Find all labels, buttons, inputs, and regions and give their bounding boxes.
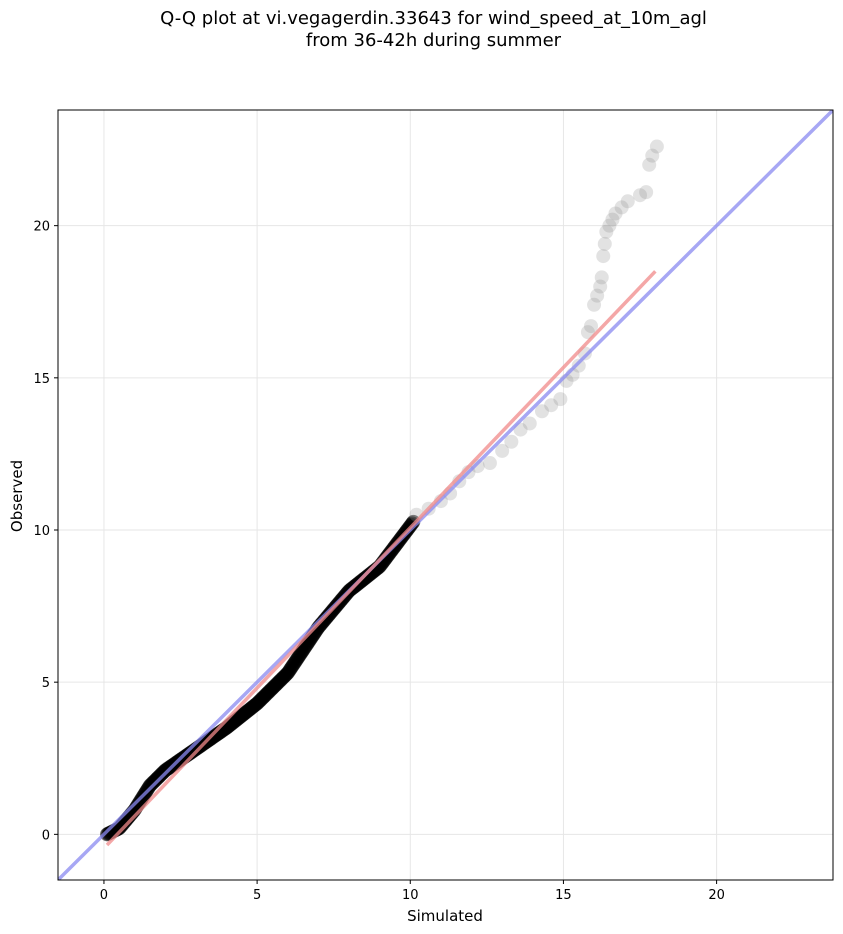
y-tick-label: 10 [33,524,50,539]
qq-point [596,249,611,264]
qq-point [649,139,664,154]
qq-point [605,212,620,227]
qq-point [593,279,608,294]
qq-point [620,194,635,209]
y-tick-label: 0 [42,828,50,843]
qq-point [584,319,599,334]
x-tick-label: 15 [555,888,572,903]
qq-point [571,358,586,373]
qq-point [534,404,549,419]
qq-point [645,148,660,163]
qq-point [522,416,537,431]
qq-point [504,434,519,449]
x-tick-label: 10 [402,888,419,903]
qq-point [633,188,648,203]
identity-line [58,110,833,880]
x-tick-label: 20 [708,888,725,903]
plot-frame [57,109,834,881]
qq-point [602,218,617,233]
y-tick-label: 20 [33,220,50,235]
qq-point [642,157,657,172]
qq-point [597,236,612,251]
grid-lines [58,110,833,880]
qq-point [544,398,559,413]
qq-point [495,443,510,458]
qq-point [587,297,602,312]
chart-title-line-2: from 36-42h during summer [305,30,562,51]
qq-point [639,185,654,200]
y-tick-label: 15 [33,372,50,387]
plot-series [58,110,833,880]
qq-point [482,456,497,471]
x-tick-label: 5 [253,888,261,903]
fit-line [105,270,657,847]
qq-point [599,224,614,239]
qq-point [614,200,629,215]
qq-point [590,288,605,303]
chart-title-line-1: Q-Q plot at vi.vegagerdin.33643 for wind… [160,8,707,29]
x-axis-label: Simulated [407,907,483,925]
chart-title: Q-Q plot at vi.vegagerdin.33643 for wind… [0,8,843,52]
qq-point [553,392,568,407]
qq-point [594,270,609,285]
y-axis-label: Observed [8,460,26,532]
qq-point [608,206,623,221]
y-tick-label: 5 [42,676,50,691]
axis-ticks: 0 5 10 15 20 0 5 10 15 20 [33,220,724,903]
x-tick-label: 0 [100,888,108,903]
